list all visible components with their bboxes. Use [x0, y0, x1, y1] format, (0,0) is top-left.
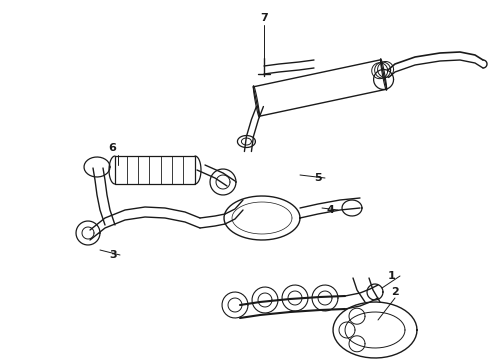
- Text: 4: 4: [326, 205, 334, 215]
- Text: 6: 6: [108, 143, 116, 153]
- Text: 2: 2: [391, 287, 399, 297]
- Text: 5: 5: [314, 173, 322, 183]
- Text: 1: 1: [388, 271, 396, 281]
- Text: 7: 7: [260, 13, 268, 23]
- Text: 3: 3: [109, 250, 117, 260]
